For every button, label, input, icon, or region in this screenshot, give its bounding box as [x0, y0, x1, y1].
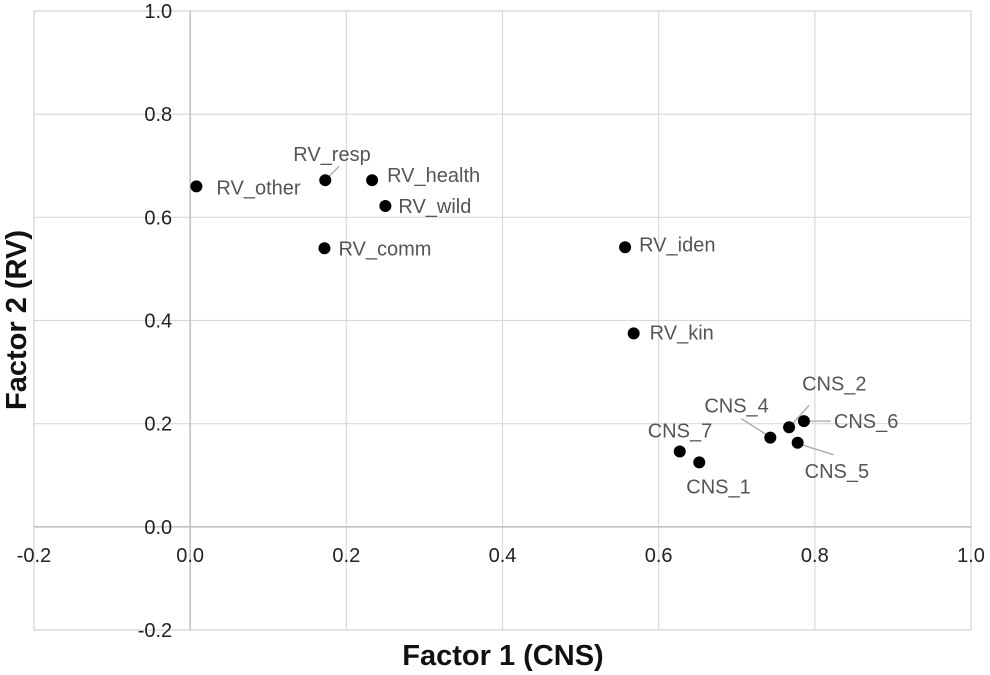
axes [34, 11, 971, 630]
x-tick-label: 1.0 [957, 545, 985, 567]
scatter-point [190, 180, 203, 193]
x-tick-labels: -0.2 0.0 0.2 0.4 0.6 0.8 1.0 [17, 545, 985, 567]
y-tick-label: 1.0 [144, 1, 172, 23]
scatter-point [783, 421, 796, 434]
y-tick-label: 0.8 [144, 104, 172, 126]
scatter-point [627, 327, 640, 340]
x-axis-title: Factor 1 (CNS) [402, 640, 603, 672]
point-label: CNS_5 [805, 461, 869, 483]
scatter-point [797, 415, 810, 428]
point-label: CNS_4 [704, 396, 768, 418]
point-label: RV_iden [639, 234, 715, 256]
scatter-point [791, 436, 804, 449]
leader-line [801, 444, 834, 456]
point-label: CNS_2 [802, 373, 866, 395]
leader-line [740, 418, 767, 436]
point-label: CNS_6 [834, 411, 898, 433]
y-axis-title: Factor 2 (RV) [1, 230, 33, 410]
x-tick-label: 0.8 [801, 545, 829, 567]
scatter-point [318, 242, 331, 255]
point-label: RV_resp [293, 144, 370, 166]
scatter-point [764, 431, 777, 444]
point-label: RV_health [387, 165, 480, 187]
scatter-point [319, 174, 332, 187]
scatter-point [673, 445, 686, 458]
y-tick-label: 0.2 [144, 414, 172, 436]
y-tick-label: 0.0 [144, 517, 172, 539]
data-points [190, 174, 810, 469]
y-tick-label: -0.2 [138, 620, 172, 642]
x-tick-label: 0.2 [332, 545, 360, 567]
leader-line [792, 404, 810, 424]
gridlines [33, 10, 972, 631]
point-label: RV_other [216, 177, 300, 199]
plot-frame [33, 10, 972, 631]
point-label: RV_kin [650, 322, 714, 344]
leader-line [328, 165, 340, 177]
scatter-point [619, 241, 632, 254]
x-tick-label: -0.2 [17, 545, 51, 567]
point-label: RV_wild [398, 196, 471, 218]
y-tick-label: 0.6 [144, 207, 172, 229]
scatter-point [693, 456, 706, 469]
x-tick-label: 0.6 [645, 545, 673, 567]
x-tick-label: 0.4 [489, 545, 517, 567]
label-leader-lines [328, 165, 834, 456]
scatter-point [366, 174, 379, 187]
point-label: CNS_1 [686, 476, 750, 498]
point-label: RV_comm [338, 238, 431, 260]
y-tick-label: 0.4 [144, 311, 172, 333]
scatter-point [379, 199, 392, 212]
data-labels: RV_other RV_resp RV_health RV_wild RV_comm RV… [216, 144, 898, 498]
y-tick-labels: -0.2 0.0 0.2 0.4 0.6 0.8 1.0 [138, 1, 172, 642]
x-tick-label: 0.0 [176, 545, 204, 567]
point-label: CNS_7 [648, 421, 712, 443]
